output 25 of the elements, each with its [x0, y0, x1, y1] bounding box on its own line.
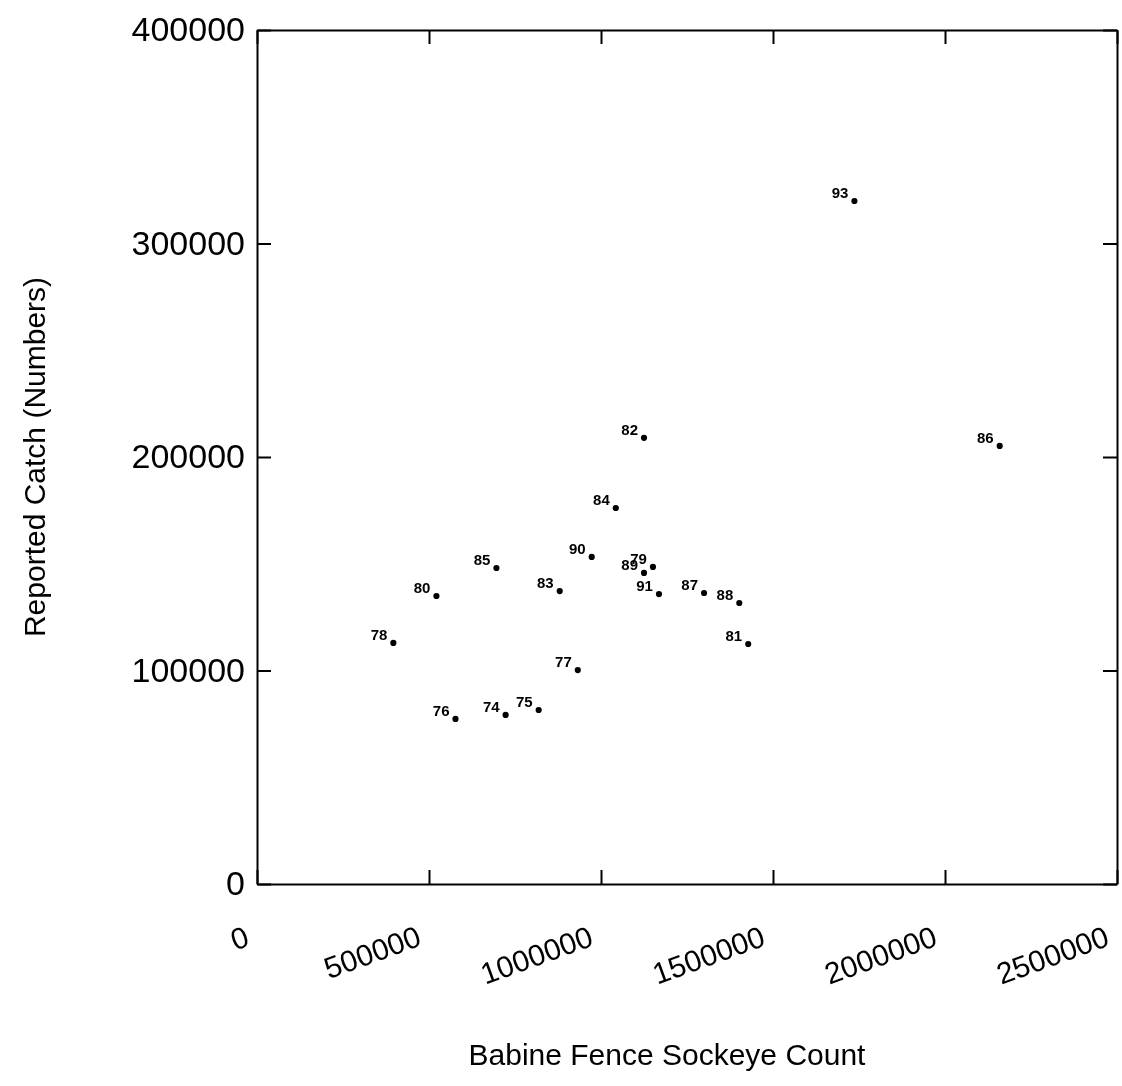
annotation: 87: [681, 576, 699, 593]
annotation: 76: [432, 701, 450, 719]
annotation: 90: [569, 539, 586, 557]
y-tick-label: 200000: [131, 437, 245, 476]
annotation: 88: [716, 586, 734, 604]
annotation: 75: [515, 693, 533, 710]
annotation: 80: [413, 578, 431, 596]
annotation: 93: [831, 184, 849, 202]
annotation: 78: [370, 625, 388, 643]
annotation: 74: [482, 697, 501, 715]
y-tick-label: 100000: [131, 650, 245, 689]
annotation: 81: [725, 627, 743, 645]
annotation: 86: [977, 428, 994, 446]
y-axis-title: Reported Catch (Numbers): [18, 276, 51, 638]
x-tick-label: 500000: [319, 919, 425, 985]
annotation: 77: [555, 653, 572, 671]
y-tick-label: 300000: [131, 223, 245, 262]
y-tick-label: 0: [226, 864, 245, 903]
annotation: 82: [621, 420, 638, 438]
y-tick-label: 400000: [131, 10, 245, 49]
x-axis-title: Babine Fence Sockeye Count: [468, 1038, 867, 1071]
annotation: 83: [537, 574, 554, 592]
annotation: 85: [473, 551, 491, 569]
annotation: 91: [636, 577, 653, 595]
annotation: 84: [593, 491, 611, 509]
